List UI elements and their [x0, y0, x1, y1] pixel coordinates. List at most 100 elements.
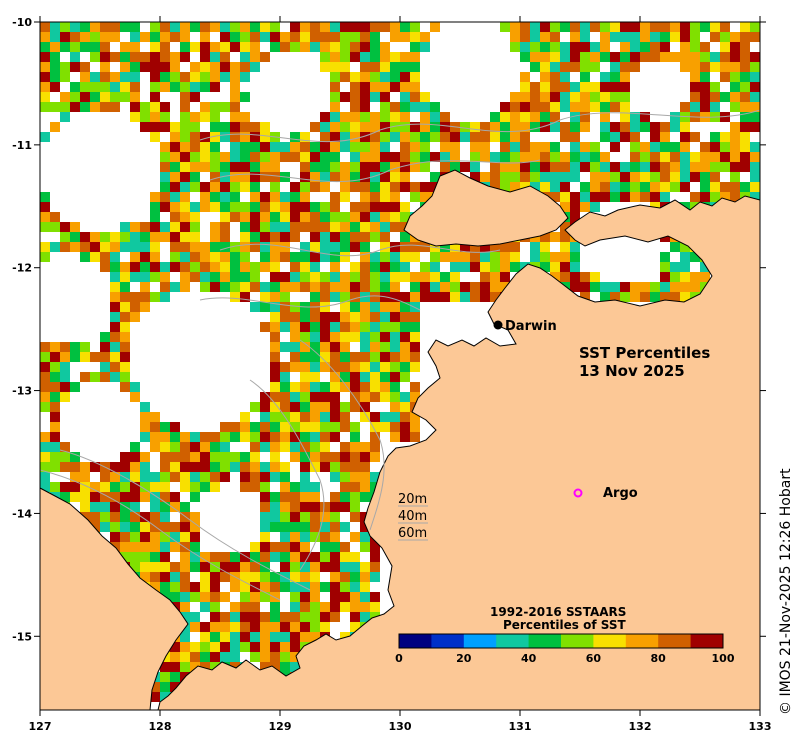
sst-cell [330, 132, 340, 142]
sst-cell [330, 492, 340, 502]
sst-cell [720, 42, 730, 52]
sst-cell [160, 482, 170, 492]
sst-cell [750, 152, 760, 162]
sst-cell [360, 42, 370, 52]
sst-cell [210, 162, 220, 172]
sst-cell [170, 672, 180, 682]
sst-cell [400, 32, 410, 42]
sst-cell [50, 212, 60, 222]
sst-cell [300, 332, 310, 342]
sst-cell [260, 392, 270, 402]
sst-cell [130, 482, 140, 492]
sst-cell [160, 462, 170, 472]
sst-cell [300, 152, 310, 162]
sst-cell [270, 282, 280, 292]
sst-cell [110, 242, 120, 252]
sst-cell [540, 22, 550, 32]
sst-cell [170, 172, 180, 182]
sst-cell [230, 82, 240, 92]
sst-cell [300, 252, 310, 262]
sst-cell [310, 552, 320, 562]
sst-cell [280, 152, 290, 162]
sst-cell [590, 182, 600, 192]
sst-cell [320, 582, 330, 592]
sst-cell [110, 102, 120, 112]
sst-cell [150, 202, 160, 212]
sst-cell [320, 272, 330, 282]
sst-cell [750, 32, 760, 42]
sst-cell [580, 92, 590, 102]
sst-cell [80, 492, 90, 502]
sst-cell [480, 242, 490, 252]
sst-cell [660, 252, 670, 262]
sst-cell [310, 342, 320, 352]
sst-cell [550, 52, 560, 62]
sst-cell [530, 82, 540, 92]
sst-cell [190, 642, 200, 652]
sst-cell [330, 242, 340, 252]
sst-cell [690, 72, 700, 82]
sst-cell [510, 32, 520, 42]
sst-cell [310, 512, 320, 522]
sst-cell [40, 352, 50, 362]
sst-cell [250, 162, 260, 172]
sst-cell [150, 532, 160, 542]
sst-cell [190, 592, 200, 602]
sst-cell [340, 472, 350, 482]
sst-cell [740, 102, 750, 112]
y-tick-label: -12 [12, 262, 32, 275]
sst-cell [370, 442, 380, 452]
sst-cell [70, 352, 80, 362]
sst-cell [400, 132, 410, 142]
sst-cell [240, 282, 250, 292]
sst-cell [250, 202, 260, 212]
sst-cell [370, 72, 380, 82]
sst-cell [280, 212, 290, 222]
sst-cell [190, 22, 200, 32]
sst-cell [390, 412, 400, 422]
sst-cell [240, 632, 250, 642]
sst-cell [150, 422, 160, 432]
sst-cell [110, 302, 120, 312]
sst-cell [580, 292, 590, 302]
sst-cell [340, 482, 350, 492]
sst-cell [320, 202, 330, 212]
sst-cell [70, 22, 80, 32]
sst-cell [740, 22, 750, 32]
sst-cell [370, 292, 380, 302]
sst-cell [210, 122, 220, 132]
sst-cell [150, 542, 160, 552]
sst-cell [500, 262, 510, 272]
sst-cell [290, 32, 300, 42]
sst-cell [50, 52, 60, 62]
sst-cell [350, 422, 360, 432]
sst-cell [620, 52, 630, 62]
sst-cell [250, 152, 260, 162]
sst-cell [730, 32, 740, 42]
sst-cell [360, 192, 370, 202]
sst-cell [310, 352, 320, 362]
sst-cell [430, 122, 440, 132]
sst-cell [50, 402, 60, 412]
sst-cell [390, 392, 400, 402]
sst-cell [230, 152, 240, 162]
sst-cell [180, 152, 190, 162]
sst-cell [420, 112, 430, 122]
sst-cell [400, 422, 410, 432]
sst-cell [220, 592, 230, 602]
sst-cell [680, 52, 690, 62]
sst-cell [130, 22, 140, 32]
sst-cell [730, 182, 740, 192]
sst-cell [150, 492, 160, 502]
sst-cell [410, 382, 420, 392]
sst-cell [520, 152, 530, 162]
sst-cell [240, 602, 250, 612]
sst-cell [400, 342, 410, 352]
sst-cell [170, 152, 180, 162]
sst-cell [360, 492, 370, 502]
sst-cell [230, 192, 240, 202]
sst-cell [460, 122, 470, 132]
sst-cell [290, 302, 300, 312]
sst-cell [330, 372, 340, 382]
sst-cell [570, 62, 580, 72]
